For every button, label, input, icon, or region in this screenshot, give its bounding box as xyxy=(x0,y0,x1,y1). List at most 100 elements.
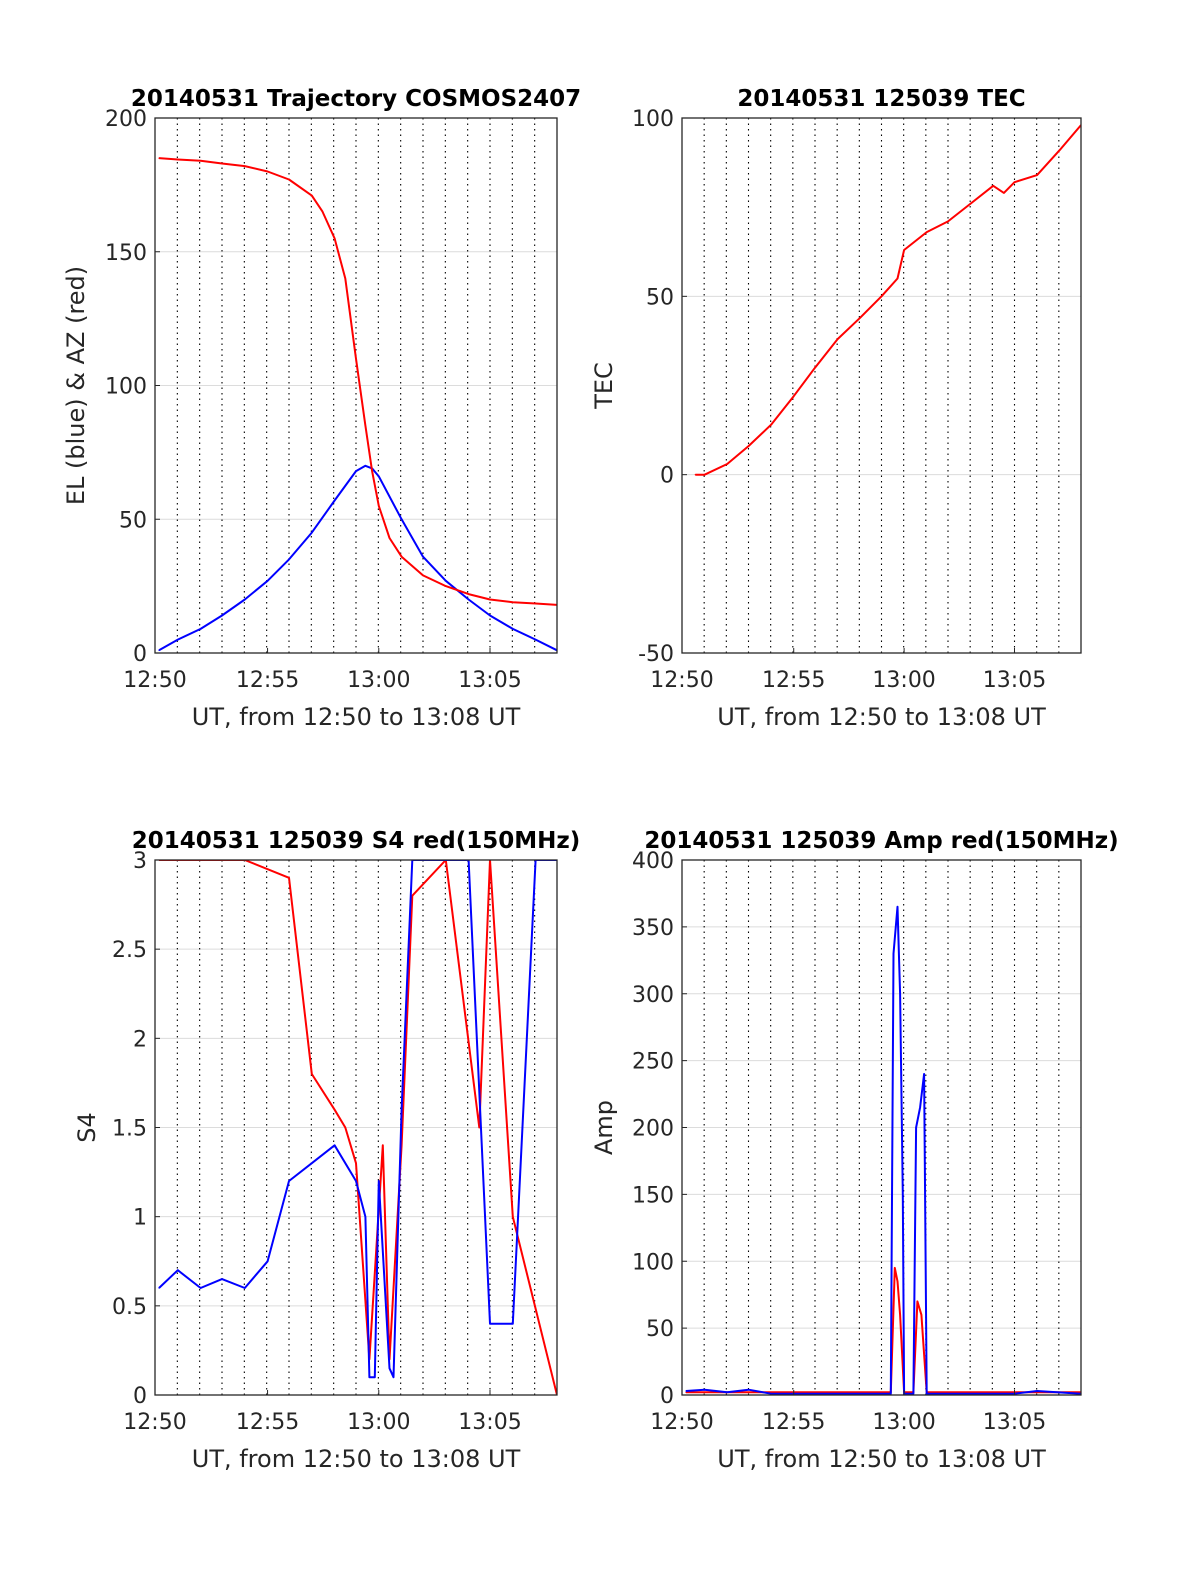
y-tick-label: 0 xyxy=(133,642,147,667)
data-point xyxy=(512,628,514,630)
data-point xyxy=(378,475,380,478)
data-point xyxy=(947,220,949,223)
x-tick-label: 13:05 xyxy=(983,668,1046,693)
data-point xyxy=(859,317,861,319)
y-tick-label: 2.5 xyxy=(112,938,147,963)
x-axis-label: UT, from 12:50 to 13:08 UT xyxy=(717,703,1046,731)
data-point xyxy=(880,295,883,297)
data-point xyxy=(920,1314,923,1316)
series-line xyxy=(158,157,557,606)
y-tick-label: 3 xyxy=(133,849,147,874)
data-point xyxy=(333,499,336,502)
data-point xyxy=(926,231,928,233)
y-tick-label: 100 xyxy=(105,375,147,400)
data-point xyxy=(177,639,179,641)
data-point xyxy=(374,1376,376,1378)
data-point xyxy=(158,649,160,651)
data-point xyxy=(685,1391,687,1393)
data-point xyxy=(422,556,424,558)
x-tick-label: 13:05 xyxy=(458,1410,521,1435)
data-point xyxy=(266,580,269,582)
data-point xyxy=(912,1393,915,1395)
y-axis-label: EL (blue) & AZ (red) xyxy=(62,266,90,505)
data-point xyxy=(489,614,491,617)
data-point xyxy=(311,1162,313,1164)
data-point xyxy=(355,358,357,360)
axes-box xyxy=(681,117,1082,654)
data-point xyxy=(915,1126,917,1129)
x-tick-label: 12:50 xyxy=(123,668,186,693)
data-point xyxy=(364,1216,366,1218)
data-point xyxy=(892,953,895,955)
x-tick-label: 12:50 xyxy=(650,1410,713,1435)
y-tick-label: 300 xyxy=(632,983,674,1008)
data-point xyxy=(694,474,696,476)
data-point xyxy=(244,598,246,601)
data-point xyxy=(244,165,246,167)
y-tick-label: 2 xyxy=(133,1027,147,1052)
y-tick-label: 350 xyxy=(632,916,674,941)
data-point xyxy=(747,1389,750,1391)
data-point xyxy=(896,906,899,908)
data-point xyxy=(704,1389,706,1391)
data-point xyxy=(333,237,336,239)
data-point xyxy=(916,1300,919,1302)
data-point xyxy=(445,585,447,587)
x-axis-label: UT, from 12:50 to 13:08 UT xyxy=(717,1445,1046,1473)
y-tick-label: 200 xyxy=(105,107,147,132)
data-point xyxy=(288,558,290,560)
data-point xyxy=(288,877,290,879)
data-point xyxy=(1036,1390,1038,1392)
data-point xyxy=(512,1216,514,1218)
y-axis-label: TEC xyxy=(590,362,618,410)
x-tick-label: 12:50 xyxy=(650,668,713,693)
y-tick-label: 150 xyxy=(632,1183,674,1208)
y-tick-label: 0 xyxy=(133,1384,147,1409)
data-point xyxy=(534,602,537,605)
data-point xyxy=(422,574,424,577)
amp-panel: 0 50 100 150 200 250 300 350 400 12:50 12:55 13:00 1… xyxy=(590,828,1119,1473)
data-point xyxy=(221,1278,223,1280)
data-point xyxy=(333,1109,336,1111)
chart-title: 20140531 Trajectory COSMOS2407 xyxy=(131,86,581,112)
data-point xyxy=(890,1393,892,1395)
x-tick-label: 12:55 xyxy=(762,1410,825,1435)
data-point xyxy=(158,157,160,159)
data-point xyxy=(221,614,223,617)
data-point xyxy=(793,395,795,397)
data-point xyxy=(704,474,706,476)
s4-panel: 0 0.5 1 1.5 2 2.5 3 12:50 12:55 13:00 13:05 2014053… xyxy=(73,828,580,1473)
data-point xyxy=(837,338,839,340)
data-point xyxy=(388,537,391,539)
data-point xyxy=(266,170,269,173)
data-point xyxy=(382,1144,384,1146)
data-point xyxy=(368,1376,370,1378)
y-tick-label: 200 xyxy=(632,1117,674,1142)
data-point xyxy=(400,518,403,520)
tec-panel: -50 0 50 100 12:50 12:55 13:00 13:05 20140531 12… xyxy=(590,86,1082,731)
y-tick-label: 250 xyxy=(632,1050,674,1075)
data-point xyxy=(177,1269,179,1271)
data-point xyxy=(903,249,905,251)
data-point xyxy=(926,1393,928,1395)
x-axis-label: UT, from 12:50 to 13:08 UT xyxy=(192,1445,521,1473)
data-point xyxy=(896,1280,899,1282)
data-point xyxy=(400,556,403,558)
data-point xyxy=(311,1073,313,1075)
chart-title: 20140531 125039 TEC xyxy=(737,86,1025,112)
chart-title: 20140531 125039 Amp red(150MHz) xyxy=(644,828,1118,854)
y-tick-label: 150 xyxy=(105,241,147,266)
data-point xyxy=(244,1287,246,1289)
data-point xyxy=(512,1323,514,1325)
data-point xyxy=(899,993,901,995)
data-point xyxy=(388,1367,391,1369)
data-point xyxy=(378,505,380,507)
y-tick-label: -50 xyxy=(638,642,674,667)
x-tick-label: 13:00 xyxy=(872,1410,935,1435)
data-point xyxy=(534,639,537,641)
data-point xyxy=(364,425,366,427)
x-tick-label: 13:00 xyxy=(872,668,935,693)
data-point xyxy=(158,1287,160,1289)
y-tick-label: 50 xyxy=(119,508,147,533)
data-point xyxy=(770,424,772,426)
